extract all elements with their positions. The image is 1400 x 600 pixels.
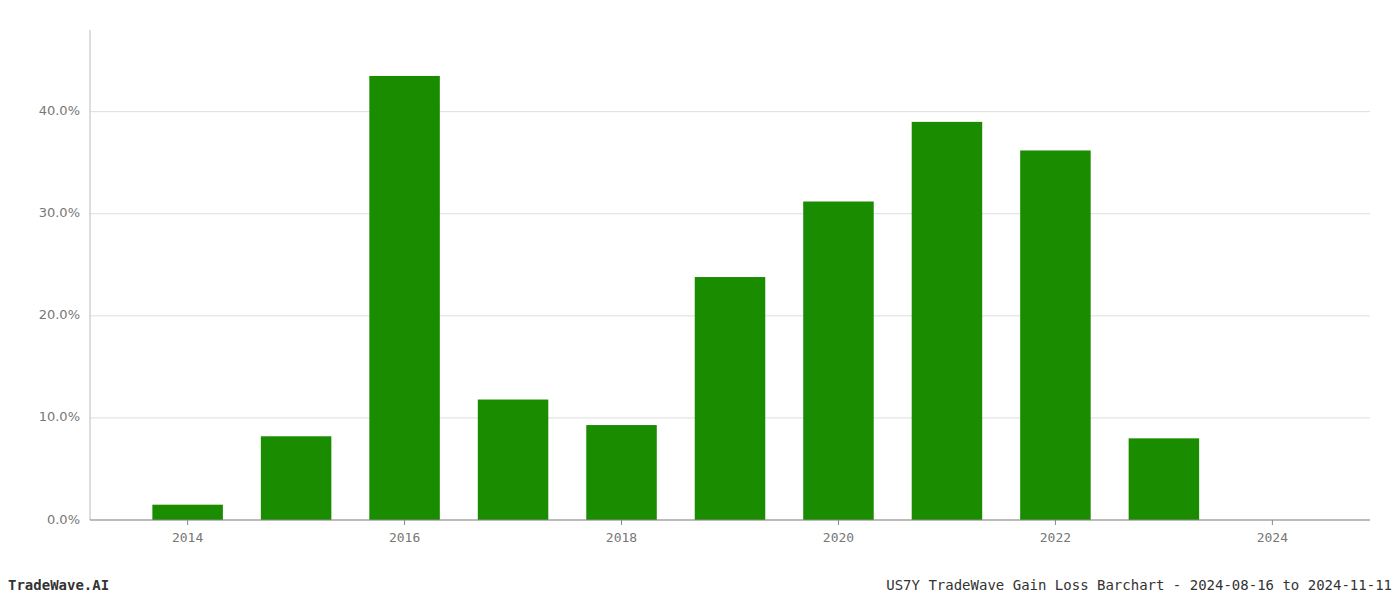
bar xyxy=(152,505,223,520)
x-tick-label: 2018 xyxy=(606,530,637,545)
chart-container: 0.0% 10.0% 20.0% 30.0% 40.0% 2014 2016 2018 2020… xyxy=(0,0,1400,600)
bar xyxy=(478,400,549,520)
x-tick-mark xyxy=(1055,520,1056,525)
grid-line xyxy=(90,520,1370,521)
y-tick-labels: 0.0% 10.0% 20.0% 30.0% 40.0% xyxy=(39,103,80,526)
bars xyxy=(152,76,1199,520)
grid-line xyxy=(90,111,1370,112)
bar xyxy=(1129,438,1200,520)
bar xyxy=(261,436,332,520)
y-grid xyxy=(90,112,1370,520)
chart-svg: 0.0% 10.0% 20.0% 30.0% 40.0% 2014 2016 2018 2020… xyxy=(0,0,1400,600)
bar xyxy=(695,277,766,520)
y-tick-label: 10.0% xyxy=(39,409,80,424)
y-axis-line xyxy=(90,30,91,520)
x-tick-mark xyxy=(621,520,622,525)
x-tick-mark xyxy=(404,520,405,525)
x-axis-line xyxy=(90,520,1370,521)
footer-left: TradeWave.AI xyxy=(8,577,109,593)
x-tick-mark xyxy=(838,520,839,525)
bar xyxy=(586,425,657,520)
y-tick-label: 20.0% xyxy=(39,307,80,322)
bar xyxy=(369,76,440,520)
x-tick-mark xyxy=(187,520,188,525)
x-ticks: 2014 2016 2018 2020 2022 2024 xyxy=(172,520,1288,545)
footer-right: US7Y TradeWave Gain Loss Barchart - 2024… xyxy=(886,577,1392,593)
x-tick-mark xyxy=(1272,520,1273,525)
x-tick-label: 2020 xyxy=(823,530,854,545)
x-tick-label: 2014 xyxy=(172,530,203,545)
grid-line xyxy=(90,213,1370,214)
x-tick-label: 2016 xyxy=(389,530,420,545)
x-tick-label: 2024 xyxy=(1257,530,1288,545)
y-tick-label: 40.0% xyxy=(39,103,80,118)
bar xyxy=(803,202,874,521)
bar xyxy=(1020,150,1091,520)
bar xyxy=(912,122,983,520)
y-tick-label: 0.0% xyxy=(47,512,80,527)
y-tick-label: 30.0% xyxy=(39,205,80,220)
x-tick-label: 2022 xyxy=(1040,530,1071,545)
